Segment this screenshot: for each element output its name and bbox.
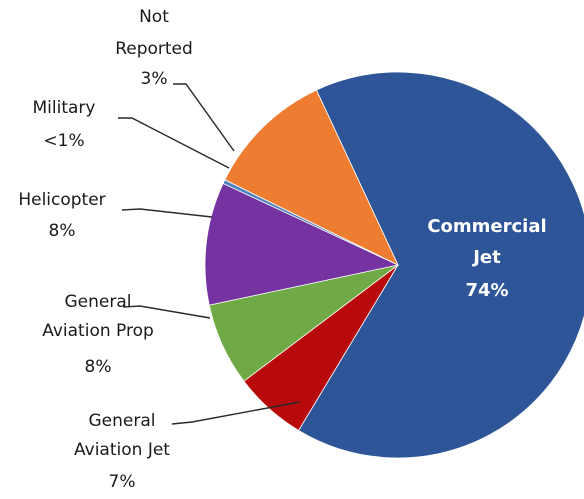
slice-label-military-line-1: Military — [33, 98, 96, 118]
slice-pct-label-military: <1% — [43, 131, 84, 151]
slice-pct-label-commercial-jet: 74% — [465, 280, 508, 301]
leader-line-general-aviation-jet — [171, 401, 301, 425]
slice-labels: Commercial Jet 74% General Aviation Jet 7% Gen… — [18, 7, 546, 492]
slice-label-not-reported-line-1: Not — [139, 7, 169, 27]
slice-pct-label-general-aviation-jet: 7% — [109, 472, 136, 492]
leader-line-helicopter — [121, 208, 213, 218]
pie-slice-not-reported — [224, 89, 399, 266]
leader-line-military — [118, 117, 230, 169]
label-leader-lines — [118, 83, 301, 425]
slice-pct-label-general-aviation-prop: 8% — [85, 357, 112, 377]
slice-label-general-aviation-jet-line-2: Aviation Jet — [74, 440, 170, 460]
slice-label-general-aviation-prop-line-2: Aviation Prop — [42, 321, 154, 341]
leader-line-general-aviation-prop — [122, 305, 211, 319]
slice-label-general-aviation-prop-line-1: General — [65, 292, 132, 312]
slice-label-helicopter-line-1: Helicopter — [18, 190, 105, 210]
slice-label-commercial-jet-line-1: Commercial — [427, 216, 546, 237]
leader-line-not-reported — [173, 83, 235, 152]
slice-pct-label-helicopter: 8% — [49, 221, 76, 241]
slice-pct-label-not-reported: 3% — [141, 69, 168, 89]
pie-slices — [204, 71, 584, 459]
slice-label-not-reported-line-2: Reported — [115, 39, 193, 59]
pie-slice-commercial-jet — [298, 71, 584, 459]
slice-label-commercial-jet-line-2: Jet — [471, 247, 501, 268]
slice-label-general-aviation-jet-line-1: General — [89, 411, 156, 431]
pie-slice-helicopter — [204, 182, 400, 306]
